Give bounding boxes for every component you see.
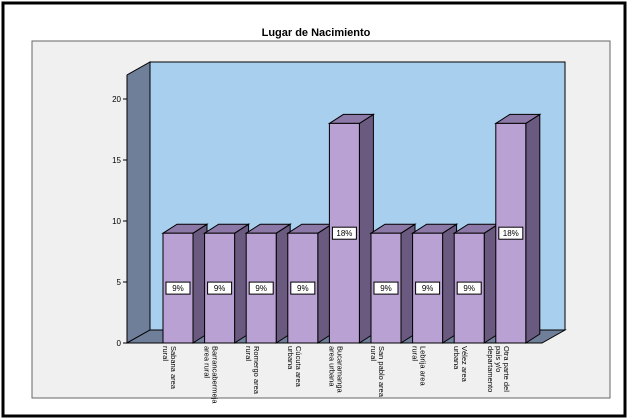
value-label: 9% — [380, 284, 392, 293]
value-label: 9% — [297, 284, 309, 293]
x-tick-label: Lebrija area rural — [411, 346, 428, 388]
value-label-box — [498, 226, 524, 240]
bar-group: 18% — [494, 113, 542, 344]
value-label-box — [373, 281, 399, 295]
side-wall — [126, 61, 151, 344]
value-label: 9% — [214, 284, 226, 293]
bar-group: 9% — [452, 223, 500, 344]
value-label: 9% — [463, 284, 475, 293]
bar-group: 9% — [286, 223, 334, 344]
bar-group: 9% — [244, 223, 292, 344]
bar-group: 18% — [327, 113, 376, 344]
bar-group: 9% — [369, 223, 417, 344]
value-label-box — [165, 281, 191, 295]
x-tick-label: Cúcuta area urbana — [286, 346, 303, 389]
value-label-box — [290, 281, 316, 295]
y-tick-label: 0 — [117, 339, 122, 348]
bar-group: 9% — [202, 223, 251, 344]
value-label: 9% — [172, 284, 184, 293]
y-tick-label: 10 — [112, 217, 121, 226]
value-label-box — [331, 226, 357, 240]
x-tick-label: Vélez area urbana — [452, 346, 469, 384]
y-tick-label: 15 — [112, 156, 121, 165]
value-label-box — [207, 281, 233, 295]
x-tick-label: Romergo area rural — [244, 346, 261, 396]
value-label: 9% — [422, 284, 434, 293]
x-tick-label: Barrancabermeja area rural — [203, 346, 220, 406]
value-label: 9% — [255, 284, 267, 293]
value-label: 18% — [336, 229, 352, 238]
x-tick-label: Sabana area rural — [161, 346, 178, 391]
value-label-box — [415, 281, 441, 295]
x-tick-label: Bucaramanga area urbana — [327, 346, 344, 395]
y-tick-label: 5 — [117, 278, 122, 287]
bar-side — [525, 113, 541, 344]
bar-group: 9% — [161, 223, 209, 344]
value-label: 18% — [503, 229, 519, 238]
x-tick-label: Otra parte del país y/o departamento — [486, 346, 511, 394]
bar-group: 9% — [410, 223, 459, 344]
value-label-box — [456, 281, 482, 295]
value-label-box — [248, 281, 274, 295]
x-tick-label: San pablo area rural — [369, 346, 386, 399]
chart-title: Lugar de Nacimiento — [262, 27, 371, 39]
y-tick-label: 20 — [112, 95, 121, 104]
